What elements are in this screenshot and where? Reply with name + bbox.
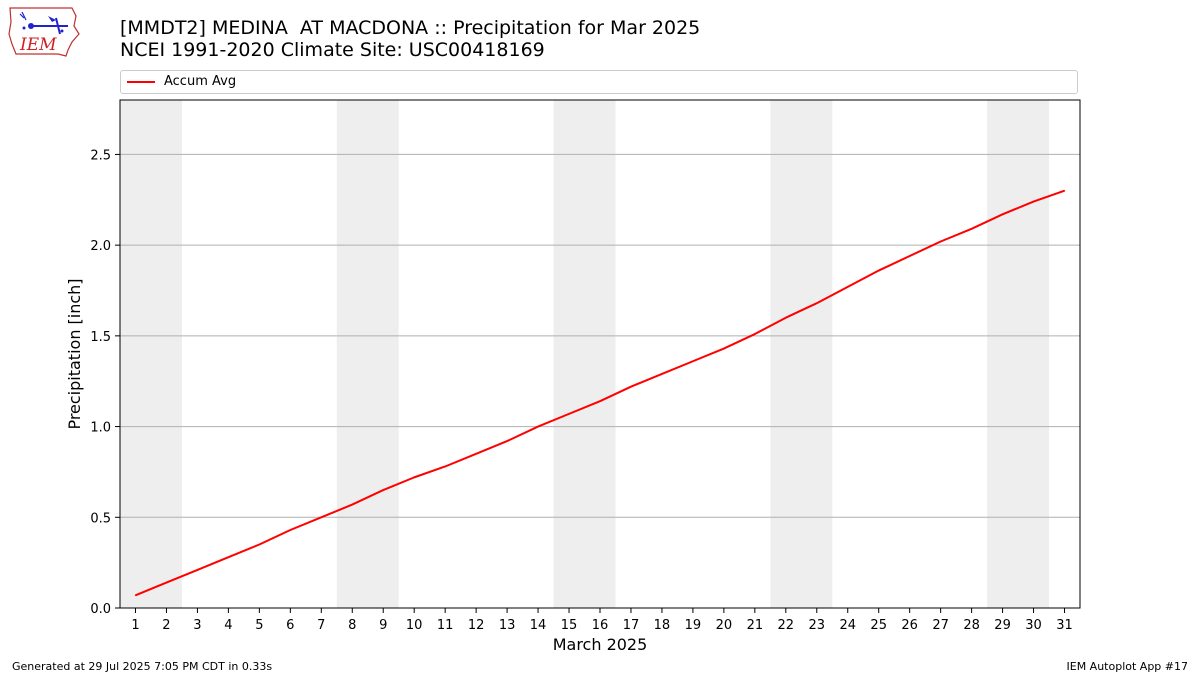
x-tick-label-17: 17: [623, 618, 640, 633]
data-point-27: [940, 240, 942, 243]
data-point-7: [320, 516, 322, 518]
data-point-6: [289, 529, 291, 531]
x-tick-label-29: 29: [994, 618, 1011, 633]
weekend-band-0: [120, 100, 182, 608]
x-tick-label-19: 19: [685, 618, 702, 633]
x-tick-label-5: 5: [255, 618, 263, 633]
x-tick-label-8: 8: [348, 618, 356, 633]
y-tick-label-4: 2.0: [90, 239, 111, 254]
chart-subtitle: NCEI 1991-2020 Climate Site: USC00418169: [120, 39, 545, 61]
x-tick-label-9: 9: [379, 618, 387, 633]
data-point-12: [475, 453, 477, 455]
weekend-band-1: [336, 100, 399, 608]
legend-label-accum-avg: Accum Avg: [164, 74, 237, 89]
x-tick-label-1: 1: [131, 618, 139, 633]
data-point-22: [785, 317, 787, 319]
legend: Accum Avg: [120, 70, 1078, 94]
data-point-29: [1001, 213, 1004, 215]
y-axis-title: Precipitation [inch]: [65, 278, 84, 429]
data-point-9: [382, 489, 384, 491]
x-tick-label-14: 14: [530, 618, 547, 633]
x-tick-label-11: 11: [437, 618, 454, 633]
data-point-15: [568, 413, 570, 415]
data-point-1: [134, 594, 137, 596]
x-tick-label-30: 30: [1025, 618, 1042, 633]
x-tick-label-22: 22: [778, 618, 795, 633]
data-point-28: [971, 228, 973, 230]
data-point-25: [878, 269, 880, 272]
x-axis-title: March 2025: [553, 635, 648, 654]
data-point-10: [413, 476, 415, 478]
data-point-5: [258, 543, 260, 546]
y-tick-label-2: 1.0: [90, 421, 111, 436]
x-tick-label-3: 3: [193, 618, 201, 633]
x-tick-label-15: 15: [561, 618, 578, 633]
y-tick-label-3: 1.5: [90, 330, 111, 345]
y-tick-label-1: 0.5: [90, 511, 111, 526]
x-tick-label-25: 25: [870, 618, 887, 633]
data-point-23: [816, 302, 818, 304]
x-tick-label-10: 10: [406, 618, 423, 633]
x-tick-label-31: 31: [1056, 618, 1073, 633]
iem-logo: IEM: [6, 4, 80, 60]
chart-title: [MMDT2] MEDINA AT MACDONA :: Precipitati…: [120, 17, 701, 39]
app-credit: IEM Autoplot App #17: [1066, 660, 1189, 673]
data-point-19: [692, 360, 694, 362]
x-tick-label-12: 12: [468, 618, 485, 633]
x-tick-label-6: 6: [286, 618, 294, 633]
weekend-band-3: [770, 100, 833, 608]
x-tick-label-16: 16: [592, 618, 609, 633]
x-tick-label-20: 20: [716, 618, 733, 633]
x-tick-label-24: 24: [839, 618, 856, 633]
weekend-band-4: [987, 100, 1050, 608]
x-tick-label-4: 4: [224, 618, 232, 633]
x-tick-label-27: 27: [932, 618, 949, 633]
x-tick-label-28: 28: [963, 618, 980, 633]
data-point-16: [599, 400, 601, 402]
data-point-11: [444, 465, 446, 468]
data-point-17: [630, 386, 632, 388]
legend-swatch-accum-avg: [127, 81, 155, 83]
data-point-2: [165, 582, 168, 584]
x-tick-label-13: 13: [499, 618, 516, 633]
x-tick-label-26: 26: [901, 618, 918, 633]
svg-text:IEM: IEM: [19, 35, 57, 55]
data-point-20: [723, 347, 725, 350]
x-tick-label-23: 23: [809, 618, 826, 633]
data-point-18: [661, 373, 663, 375]
data-point-14: [537, 425, 539, 428]
y-tick-label-0: 0.0: [90, 602, 111, 617]
data-point-13: [506, 440, 508, 442]
x-tick-label-21: 21: [747, 618, 764, 633]
data-point-21: [754, 333, 756, 335]
weekend-band-2: [553, 100, 616, 608]
y-tick-label-5: 2.5: [90, 148, 111, 163]
data-point-26: [909, 255, 911, 257]
data-point-8: [351, 503, 353, 506]
data-point-3: [196, 569, 199, 571]
x-tick-label-7: 7: [317, 618, 325, 633]
data-point-4: [227, 556, 229, 558]
x-tick-label-2: 2: [162, 618, 170, 633]
generated-timestamp: Generated at 29 Jul 2025 7:05 PM CDT in …: [12, 660, 273, 673]
data-point-31: [1063, 190, 1066, 192]
data-point-24: [847, 286, 849, 288]
x-tick-label-18: 18: [654, 618, 671, 633]
data-point-30: [1032, 201, 1035, 203]
